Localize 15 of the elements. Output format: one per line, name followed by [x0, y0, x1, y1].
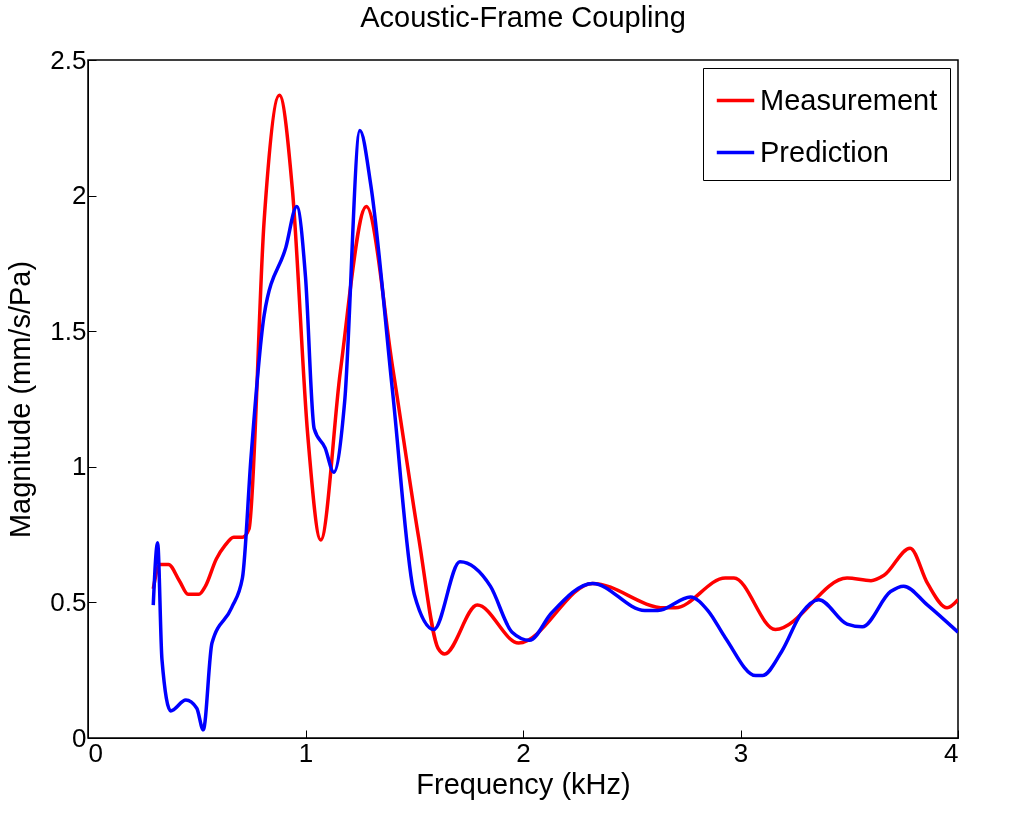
- chart-title: Acoustic-Frame Coupling: [360, 1, 686, 33]
- y-tick-label: 1.5: [50, 315, 87, 346]
- x-axis-title: Frequency (kHz): [416, 767, 631, 800]
- y-tick-label: 0.5: [50, 586, 87, 617]
- x-tick-label: 3: [733, 737, 749, 768]
- x-tick-label: 2: [516, 737, 531, 768]
- legend-label: Measurement: [760, 83, 938, 116]
- line-series: [151, 128, 958, 732]
- y-tick-label: 2: [72, 180, 87, 211]
- legend-label: Prediction: [760, 135, 889, 168]
- x-tick-label: 4: [944, 737, 959, 768]
- y-tick-label: 2.5: [50, 44, 87, 75]
- y-axis-title: Magnitude (mm/s/Pa): [4, 260, 37, 539]
- y-tick-label: 1: [72, 451, 87, 482]
- x-tick-label: 1: [298, 737, 314, 768]
